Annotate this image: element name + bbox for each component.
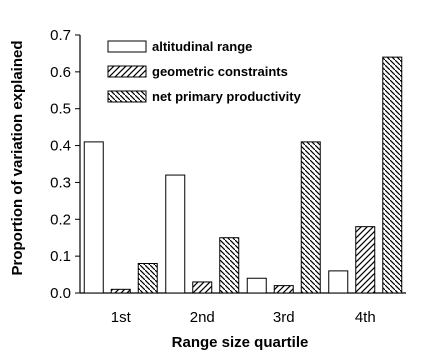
bar-altitudinal-range-2nd: [165, 174, 186, 294]
y-tick-label: 0.5: [50, 101, 71, 118]
legend: altitudinal range geometric constraints ne…: [107, 39, 302, 104]
legend-label: altitudinal range: [152, 39, 252, 54]
x-tick-label: 4th: [355, 309, 376, 326]
x-tick-label: 1st: [111, 309, 132, 326]
x-tick-label: 2nd: [190, 309, 215, 326]
bar-geometric-constraints-2nd: [192, 281, 213, 294]
bar-altitudinal-range-1st: [83, 141, 104, 294]
legend-swatch: [107, 40, 147, 53]
y-axis-title: Proportion of variation explained: [9, 40, 26, 275]
legend-swatch: [107, 65, 147, 78]
bar-net-primary-productivity-1st: [137, 263, 158, 294]
bar-altitudinal-range-3rd: [246, 277, 267, 294]
y-tick-label: 0.6: [50, 64, 71, 81]
bar-geometric-constraints-3rd: [273, 285, 294, 294]
x-tick-label: 3rd: [273, 309, 295, 326]
bar-geometric-constraints-1st: [110, 288, 131, 294]
y-tick-label: 0.2: [50, 211, 71, 228]
x-axis-label: Range size quartile: [172, 334, 309, 351]
y-ticks: 0.0 0.1 0.2 0.3 0.4 0.5 0.6 0.7: [50, 27, 80, 302]
bars: [83, 56, 403, 294]
legend-label: geometric constraints: [152, 64, 288, 79]
bar-net-primary-productivity-3rd: [300, 141, 321, 294]
bar-net-primary-productivity-4th: [382, 56, 403, 294]
legend-swatch: [107, 90, 147, 103]
x-ticks: 1st 2nd 3rd 4th: [111, 309, 376, 326]
bar-geometric-constraints-4th: [355, 226, 376, 294]
y-tick-label: 0.0: [50, 285, 71, 302]
y-tick-label: 0.3: [50, 174, 71, 191]
y-tick-label: 0.4: [50, 138, 71, 155]
y-axis-label: Proportion of variation explained: [9, 40, 26, 275]
y-tick-label: 0.1: [50, 248, 71, 265]
legend-label: net primary productivity: [152, 89, 302, 104]
y-tick-label: 0.7: [50, 27, 71, 44]
axes: [79, 35, 406, 294]
bar-net-primary-productivity-2nd: [219, 237, 240, 294]
bar-altitudinal-range-4th: [328, 270, 349, 294]
